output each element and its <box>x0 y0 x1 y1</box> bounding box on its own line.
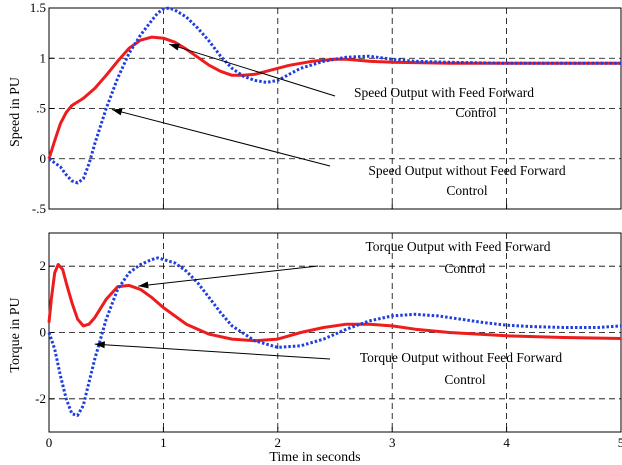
torque-subplot: 0 1 2 3 4 5 -2 0 2 Torque Output with Feed Forwar… <box>35 232 622 450</box>
speed-annotation-text: Speed Output without Feed Forward <box>368 163 565 178</box>
torque-annotation-text: Control <box>444 261 486 276</box>
speed-y-tick-label: 0 <box>40 151 47 166</box>
torque-annotation-text: Control <box>444 372 486 387</box>
speed-annotation-arrow <box>168 43 336 97</box>
speed-series-without-ff <box>48 6 621 185</box>
torque-y-tick-label: -2 <box>35 391 46 406</box>
torque-annotation-text: Torque Output with Feed Forward <box>365 239 550 254</box>
x-tick-label: 4 <box>503 435 510 450</box>
speed-y-axis-label: Speed in PU <box>8 77 23 147</box>
torque-series-with-ff <box>47 263 622 343</box>
x-tick-label: 0 <box>46 435 53 450</box>
speed-annotation-text: Speed Output with Feed Forward <box>354 85 534 100</box>
torque-y-tick-label: 2 <box>40 258 47 273</box>
torque-annotation-arrow <box>94 343 331 360</box>
x-tick-label: 1 <box>160 435 167 450</box>
x-tick-label: 2 <box>275 435 282 450</box>
torque-y-tick-label: 0 <box>40 325 47 340</box>
speed-arrowhead <box>111 108 123 116</box>
speed-y-tick-label: .5 <box>36 101 46 116</box>
torque-arrowhead <box>94 341 105 349</box>
speed-series-with-ff <box>47 35 621 160</box>
torque-series-without-ff <box>47 256 622 417</box>
speed-y-tick-label: 1 <box>40 50 47 65</box>
x-tick-label: 5 <box>618 435 622 450</box>
speed-y-tick-label: -.5 <box>32 201 46 216</box>
torque-annotation-text: Torque Output without Feed Forward <box>360 350 563 365</box>
speed-y-tick-label: 1.5 <box>30 0 46 15</box>
torque-annotation-arrow <box>138 265 319 287</box>
speed-annotation-arrow <box>111 109 331 167</box>
torque-arrowhead <box>138 281 149 289</box>
x-tick-label: 3 <box>389 435 396 450</box>
speed-subplot: -.5 0 .5 1 1.5 Speed Output with Feed Forward… <box>30 0 622 216</box>
torque-y-axis-label: Torque in PU <box>8 297 23 372</box>
speed-arrowhead <box>169 43 180 51</box>
speed-annotation-text: Control <box>455 105 497 120</box>
speed-annotation-text: Control <box>446 183 488 198</box>
x-axis-label: Time in seconds <box>269 450 360 465</box>
